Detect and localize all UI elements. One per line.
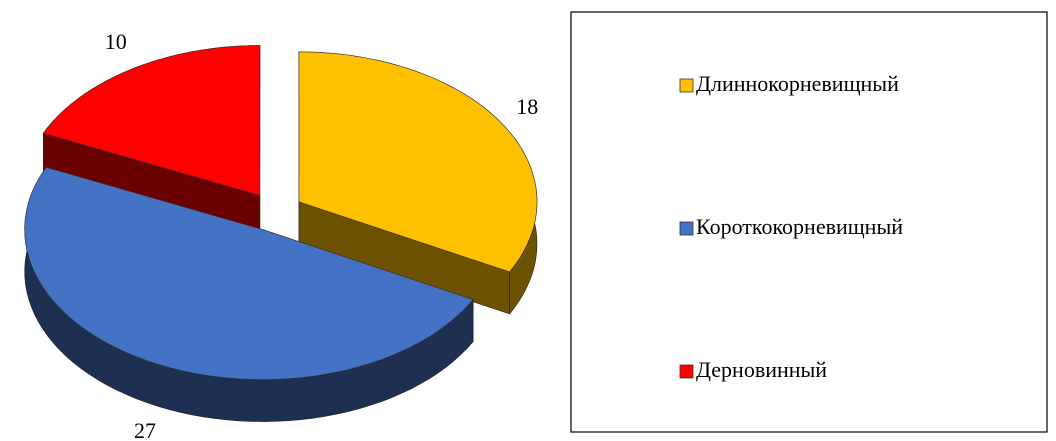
legend-label: Длиннокорневищный [696,71,899,96]
legend-label: Короткокорневищный [696,214,903,239]
data-label: 18 [516,94,538,119]
legend-label: Дерновинный [696,357,827,382]
slice [42,45,261,196]
legend-swatch [679,78,694,93]
slice [298,51,538,273]
legend-swatch [679,364,694,379]
legend-box [570,11,1048,433]
legend-swatch [679,221,694,236]
data-label: 10 [105,29,127,54]
slice-tops [24,45,538,380]
data-label: 27 [134,418,156,441]
slice [24,166,474,380]
